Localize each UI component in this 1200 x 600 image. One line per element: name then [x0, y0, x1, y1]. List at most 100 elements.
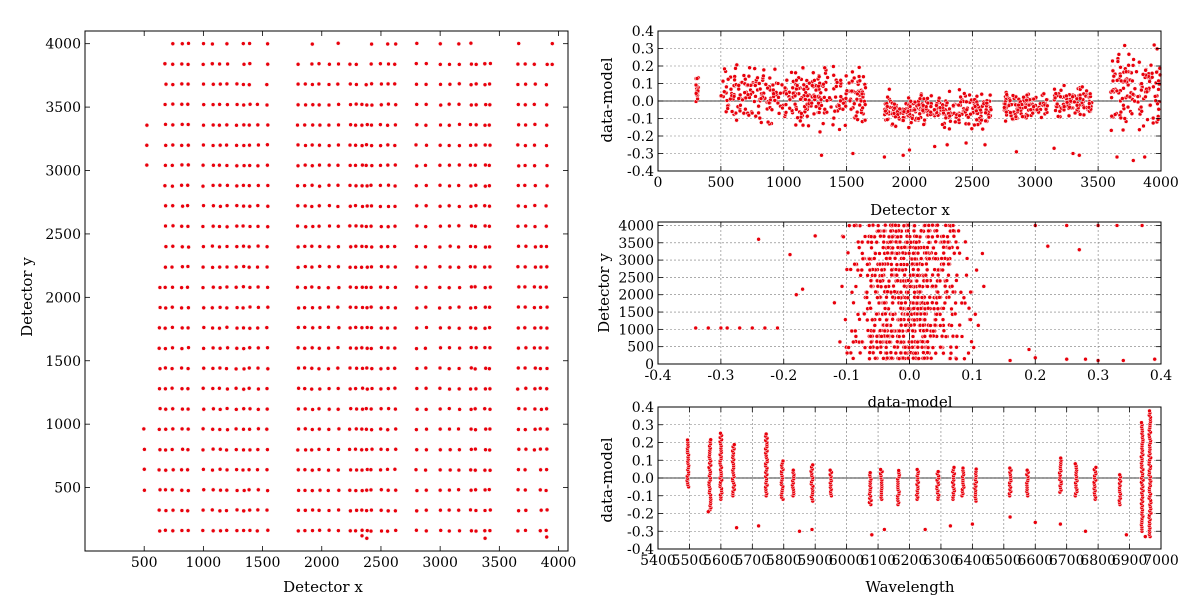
- data-point: [821, 81, 826, 87]
- data-point: [749, 110, 755, 116]
- data-point: [473, 508, 479, 513]
- data-point: [255, 447, 261, 452]
- data-point: [336, 325, 342, 330]
- data-point: [163, 508, 169, 513]
- data-point: [897, 328, 902, 334]
- data-point: [968, 289, 973, 295]
- data-point: [940, 317, 946, 322]
- data-point: [241, 366, 247, 372]
- data-point: [265, 285, 270, 290]
- data-point: [1015, 107, 1021, 113]
- data-point: [487, 386, 493, 392]
- data-point: [743, 76, 748, 82]
- data-point: [812, 78, 817, 83]
- data-point: [944, 289, 950, 294]
- data-point: [906, 328, 911, 333]
- data-point: [447, 264, 453, 270]
- data-point: [693, 91, 699, 96]
- data-point: [868, 278, 874, 283]
- data-point: [933, 256, 938, 261]
- data-point: [326, 122, 332, 128]
- data-point: [385, 488, 391, 493]
- data-point: [256, 142, 261, 148]
- data-point: [224, 284, 230, 290]
- data-point: [865, 317, 870, 323]
- data-point: [771, 87, 776, 93]
- data-point: [898, 350, 904, 356]
- data-point: [264, 102, 270, 108]
- data-point: [446, 143, 452, 148]
- data-point: [515, 61, 521, 67]
- data-point: [437, 426, 443, 432]
- data-point: [928, 323, 933, 328]
- y-tick-label: 0.1: [632, 77, 654, 93]
- data-point: [1140, 72, 1146, 77]
- data-point: [353, 265, 358, 270]
- data-point: [914, 311, 920, 317]
- data-point: [729, 109, 735, 114]
- data-point: [180, 264, 185, 269]
- data-point: [775, 81, 781, 86]
- data-point: [847, 98, 853, 104]
- data-point: [264, 467, 270, 472]
- data-point: [966, 350, 971, 356]
- data-point: [309, 244, 315, 249]
- data-point: [186, 244, 191, 250]
- data-point: [516, 427, 521, 432]
- data-point: [392, 385, 398, 391]
- data-point: [927, 256, 932, 261]
- data-point: [930, 272, 935, 278]
- data-point: [378, 204, 383, 209]
- data-point: [264, 507, 270, 513]
- data-point: [538, 487, 543, 493]
- data-point: [969, 339, 974, 344]
- data-point: [928, 104, 934, 109]
- data-point: [414, 183, 419, 188]
- data-point: [800, 65, 806, 70]
- data-point: [947, 106, 952, 112]
- data-point: [255, 528, 260, 534]
- data-point: [201, 467, 206, 472]
- data-point: [179, 305, 184, 311]
- data-point: [885, 245, 891, 250]
- data-point: [482, 82, 488, 87]
- data-point: [772, 66, 778, 72]
- data-point: [157, 366, 163, 371]
- data-point: [247, 122, 252, 128]
- data-point: [1061, 104, 1067, 109]
- data-point: [438, 345, 443, 351]
- data-point: [885, 250, 890, 256]
- data-point: [217, 427, 223, 432]
- data-point: [890, 300, 895, 306]
- data-point: [224, 528, 229, 533]
- data-point: [1142, 154, 1147, 160]
- data-point: [393, 447, 398, 452]
- data-point: [1148, 62, 1154, 68]
- data-point: [822, 65, 827, 71]
- data-point: [316, 406, 322, 412]
- panel1-ylabel: Detector y: [18, 257, 36, 337]
- data-point: [919, 295, 925, 300]
- data-point: [170, 507, 176, 513]
- data-point: [265, 488, 270, 493]
- data-point: [857, 317, 862, 322]
- data-point: [264, 264, 270, 270]
- data-point: [800, 122, 806, 128]
- data-point: [544, 82, 549, 87]
- data-point: [303, 426, 308, 432]
- data-point: [893, 350, 899, 356]
- data-point: [469, 365, 474, 371]
- data-point: [805, 114, 810, 119]
- data-point: [1139, 223, 1145, 228]
- data-point: [906, 317, 911, 323]
- data-point: [353, 446, 358, 452]
- x-tick-label: 6100: [860, 553, 896, 569]
- data-point: [896, 468, 901, 473]
- data-point: [832, 300, 837, 306]
- data-point: [224, 203, 230, 208]
- data-point: [364, 365, 370, 371]
- data-point: [468, 162, 473, 168]
- data-point: [922, 527, 928, 532]
- data-point: [392, 467, 398, 472]
- data-point: [843, 73, 849, 79]
